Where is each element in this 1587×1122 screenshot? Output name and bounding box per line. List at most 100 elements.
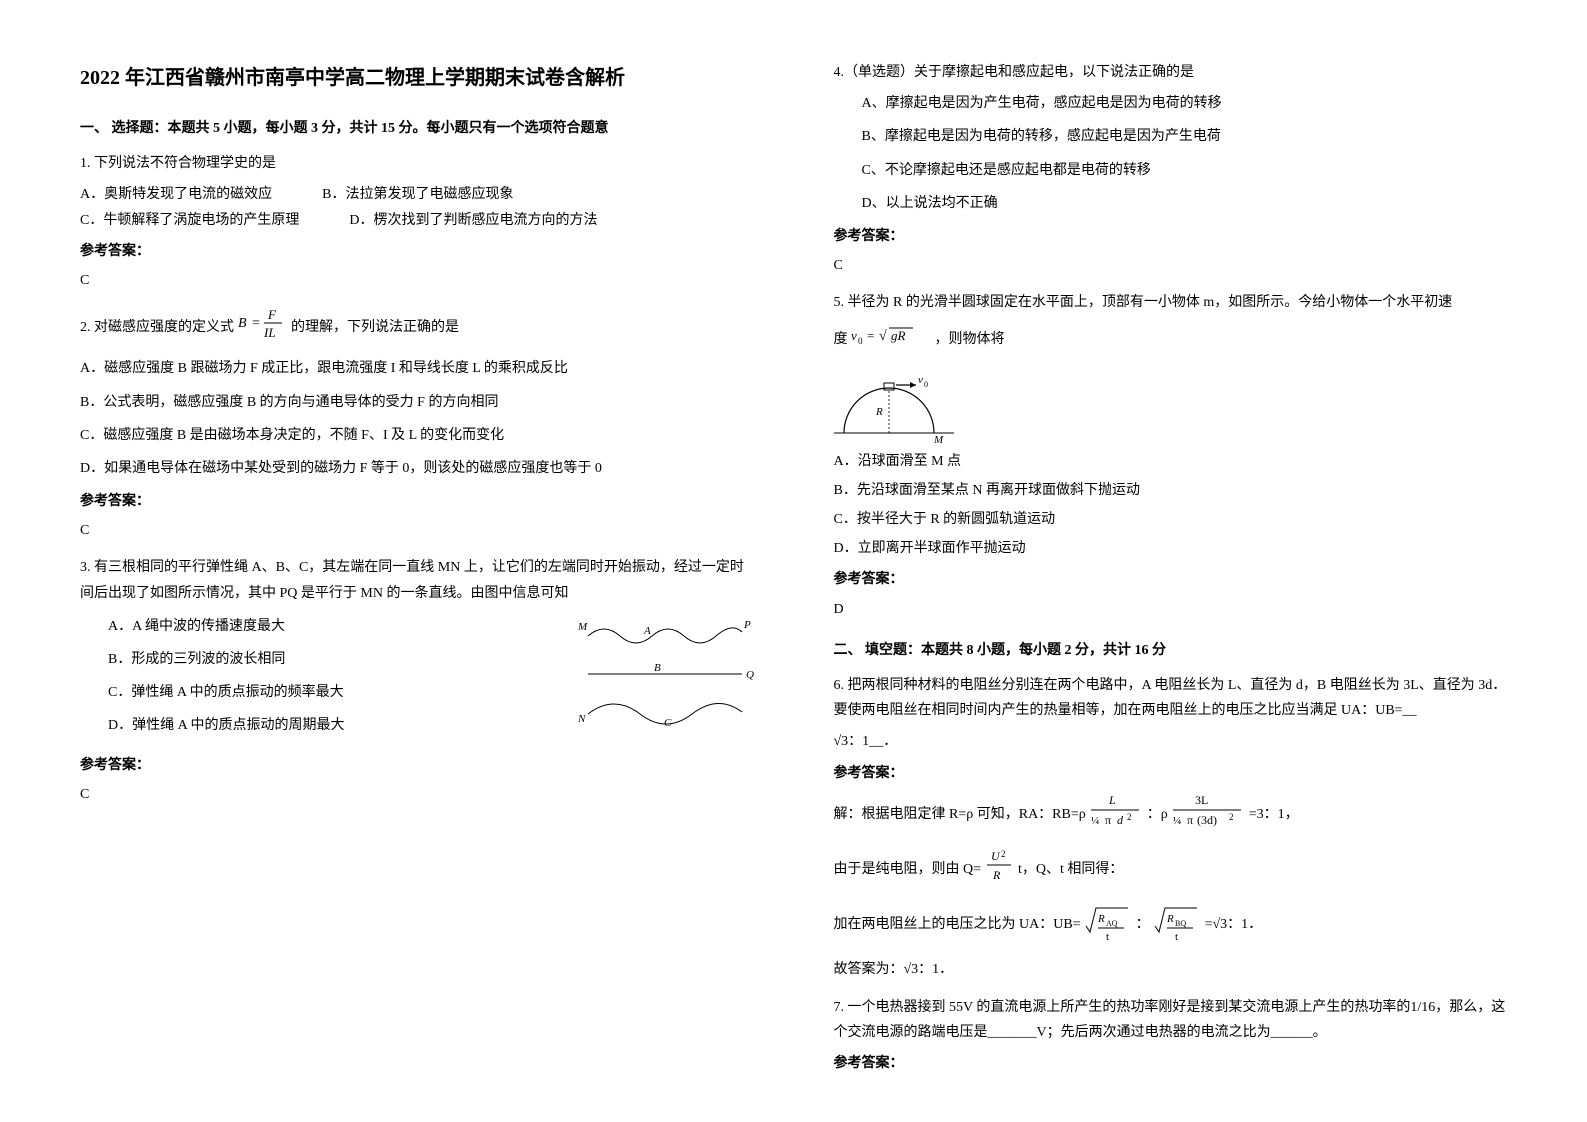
svg-text:P: P [743, 619, 751, 631]
q6-formula-ub: R BQ t [1153, 900, 1201, 949]
svg-text:=: = [252, 316, 260, 331]
question-5: 5. 半径为 R 的光滑半圆球固定在水平面上，顶部有一小物体 m，如图所示。今给… [834, 290, 1508, 622]
section1-header: 一、 选择题：本题共 5 小题，每小题 3 分，共计 15 分。每小题只有一个选… [80, 116, 754, 141]
q4-optC: C、不论摩擦起电还是感应起电都是电荷的转移 [834, 158, 1508, 183]
q6-text-line2: √3：1__． [834, 729, 1508, 754]
svg-text:2: 2 [1001, 849, 1006, 859]
svg-text:A: A [643, 625, 651, 637]
svg-text:2: 2 [1127, 812, 1132, 822]
q2-prefix: 2. 对磁感应强度的定义式 [80, 320, 234, 335]
q6-sol7: 加在两电阻丝上的电压之比为 UA：UB= [834, 917, 1081, 932]
q1-answer-label: 参考答案： [80, 239, 754, 264]
q6-text2: √3：1 [834, 734, 870, 749]
wave-diagram: M P A B Q N C [574, 614, 754, 734]
exam-title: 2022 年江西省赣州市南亭中学高二物理上学期期末试卷含解析 [80, 60, 754, 96]
svg-text:π: π [1105, 813, 1111, 827]
svg-text:t: t [1175, 931, 1178, 940]
q5-answer: D [834, 597, 1508, 622]
q2-answer-label: 参考答案： [80, 489, 754, 514]
q4-answer: C [834, 253, 1508, 278]
q2-text: 2. 对磁感应强度的定义式 B = F IL 的理解，下列说法正确的是 [80, 305, 754, 350]
q2-formula: B = F IL [238, 305, 288, 350]
svg-text:(3d): (3d) [1197, 813, 1217, 827]
svg-text:¼: ¼ [1091, 815, 1099, 827]
q1-optA: A．奥斯特发现了电流的磁效应 [80, 182, 272, 207]
question-7: 7. 一个电热器接到 55V 的直流电源上所产生的热功率刚好是接到某交流电源上产… [834, 995, 1508, 1077]
svg-text:v: v [851, 328, 857, 343]
svg-text:IL: IL [263, 325, 276, 340]
q6-solution-line1: 解：根据电阻定律 R=ρ 可知，RA：RB=ρ L ¼ π d 2 ：ρ 3L … [834, 790, 1508, 839]
q6-text1: 6. 把两根同种材料的电阻丝分别连在两个电路中，A 电阻丝长为 L、直径为 d，… [834, 678, 1507, 718]
q1-optB: B．法拉第发现了电磁感应现象 [322, 182, 513, 207]
svg-text:π: π [1187, 813, 1193, 827]
q4-optA: A、摩擦起电是因为产生电荷，感应起电是因为电荷的转移 [834, 91, 1508, 116]
q1-options-row2: C．牛顿解释了涡旋电场的产生原理 D．楞次找到了判断感应电流方向的方法 [80, 208, 754, 233]
left-column: 2022 年江西省赣州市南亭中学高二物理上学期期末试卷含解析 一、 选择题：本题… [0, 0, 794, 1122]
svg-text:3L: 3L [1195, 793, 1208, 807]
q1-answer: C [80, 268, 754, 293]
q2-answer: C [80, 518, 754, 543]
svg-text:B: B [654, 662, 661, 674]
q4-answer-label: 参考答案： [834, 224, 1508, 249]
svg-text:Q: Q [746, 669, 754, 681]
svg-text:0: 0 [858, 336, 863, 346]
q6-sol8: ： [1136, 917, 1150, 932]
q5-text-line2: 度 v 0 = √ gR ，则物体将 [834, 322, 1508, 357]
svg-text:BQ: BQ [1175, 919, 1186, 928]
q5-answer-label: 参考答案： [834, 567, 1508, 592]
question-1: 1. 下列说法不符合物理学史的是 A．奥斯特发现了电流的磁效应 B．法拉第发现了… [80, 151, 754, 293]
section2-header: 二、 填空题：本题共 8 小题，每小题 2 分，共计 16 分 [834, 638, 1508, 663]
q2-optD: D．如果通电导体在磁场中某处受到的磁场力 F 等于 0，则该处的磁感应强度也等于… [80, 456, 754, 481]
q6-sol2: 可知，RA：RB=ρ [977, 807, 1086, 822]
q6-sol5: 由于是纯电阻，则由 Q= [834, 862, 982, 877]
svg-text:B: B [238, 316, 247, 331]
q2-optA: A．磁感应强度 B 跟磁场力 F 成正比，跟电流强度 I 和导线长度 L 的乘积… [80, 356, 754, 381]
q6-formula-ua: R AQ t [1084, 900, 1132, 949]
q6-text: 6. 把两根同种材料的电阻丝分别连在两个电路中，A 电阻丝长为 L、直径为 d，… [834, 673, 1508, 723]
svg-text:F: F [267, 307, 277, 322]
q6-formula-ra: L ¼ π d 2 [1089, 790, 1143, 839]
svg-text:¼: ¼ [1173, 815, 1181, 827]
q6-sol4: =3：1， [1249, 807, 1299, 822]
q2-suffix: 的理解，下列说法正确的是 [291, 320, 459, 335]
question-4: 4.（单选题）关于摩擦起电和感应起电，以下说法正确的是 A、摩擦起电是因为产生电… [834, 60, 1508, 278]
svg-text:t: t [1106, 931, 1109, 940]
question-2: 2. 对磁感应强度的定义式 B = F IL 的理解，下列说法正确的是 A．磁感… [80, 305, 754, 543]
q6-sol1: 解：根据电阻定律 R=ρ [834, 807, 974, 822]
svg-text:d: d [1117, 813, 1124, 827]
svg-text:R: R [875, 406, 883, 418]
q5-formula: v 0 = √ gR [851, 322, 931, 357]
q4-text: 4.（单选题）关于摩擦起电和感应起电，以下说法正确的是 [834, 60, 1508, 85]
svg-text:U: U [991, 849, 1001, 863]
q6-solution-line2: 由于是纯电阻，则由 Q= U 2 R t，Q、t 相同得： [834, 847, 1508, 892]
q5-optC: C．按半径大于 R 的新圆弧轨道运动 [834, 507, 1508, 532]
svg-text:R: R [1166, 913, 1174, 925]
svg-text:C: C [664, 717, 672, 729]
q5-optB: B．先沿球面滑至某点 N 再离开球面做斜下抛运动 [834, 478, 1508, 503]
q6-solution-line3: 加在两电阻丝上的电压之比为 UA：UB= R AQ t ： R BQ t [834, 900, 1508, 949]
svg-text:v: v [918, 374, 923, 386]
semicircle-diagram: v 0 R M [834, 363, 954, 443]
right-column: 4.（单选题）关于摩擦起电和感应起电，以下说法正确的是 A、摩擦起电是因为产生电… [794, 0, 1587, 1122]
svg-text:N: N [577, 713, 586, 725]
svg-text:0: 0 [924, 380, 928, 389]
question-6: 6. 把两根同种材料的电阻丝分别连在两个电路中，A 电阻丝长为 L、直径为 d，… [834, 673, 1508, 983]
q1-text: 1. 下列说法不符合物理学史的是 [80, 151, 754, 176]
q5-text2: 度 [834, 331, 848, 346]
svg-text:2: 2 [1229, 812, 1234, 822]
svg-text:AQ: AQ [1106, 919, 1118, 928]
q4-optB: B、摩擦起电是因为电荷的转移，感应起电是因为产生电荷 [834, 124, 1508, 149]
svg-text:M: M [577, 621, 588, 633]
q1-optD: D．楞次找到了判断感应电流方向的方法 [349, 208, 597, 233]
q3-answer: C [80, 782, 754, 807]
q6-text3: __． [869, 734, 897, 749]
q2-optC: C．磁感应强度 B 是由磁场本身决定的，不随 F、I 及 L 的变化而变化 [80, 423, 754, 448]
q6-sol9: =√3：1． [1205, 917, 1263, 932]
question-3: 3. 有三根相同的平行弹性绳 A、B、C，其左端在同一直线 MN 上，让它们的左… [80, 555, 754, 807]
svg-text:L: L [1108, 793, 1116, 807]
q6-sol10: 故答案为：√3：1． [834, 957, 1508, 982]
q4-optD: D、以上说法均不正确 [834, 191, 1508, 216]
q6-sol6: t，Q、t 相同得： [1018, 862, 1123, 877]
q2-optB: B．公式表明，磁感应强度 B 的方向与通电导体的受力 F 的方向相同 [80, 390, 754, 415]
q5-text1: 5. 半径为 R 的光滑半圆球固定在水平面上，顶部有一小物体 m，如图所示。今给… [834, 290, 1508, 315]
